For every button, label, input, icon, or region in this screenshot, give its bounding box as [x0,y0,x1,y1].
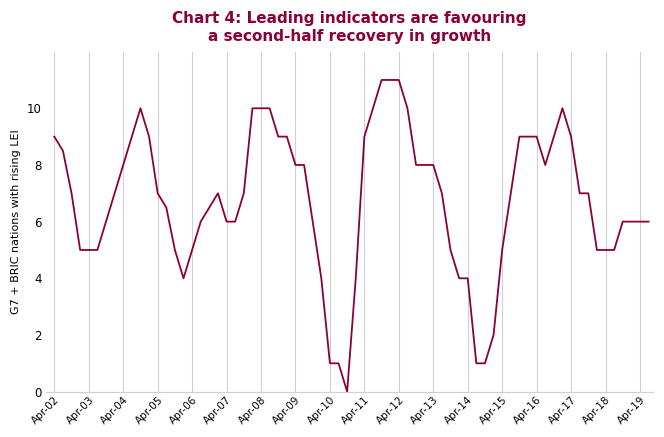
Title: Chart 4: Leading indicators are favouring
a second-half recovery in growth: Chart 4: Leading indicators are favourin… [172,11,527,44]
Y-axis label: G7 + BRIC nations with rising LEI: G7 + BRIC nations with rising LEI [11,129,21,314]
